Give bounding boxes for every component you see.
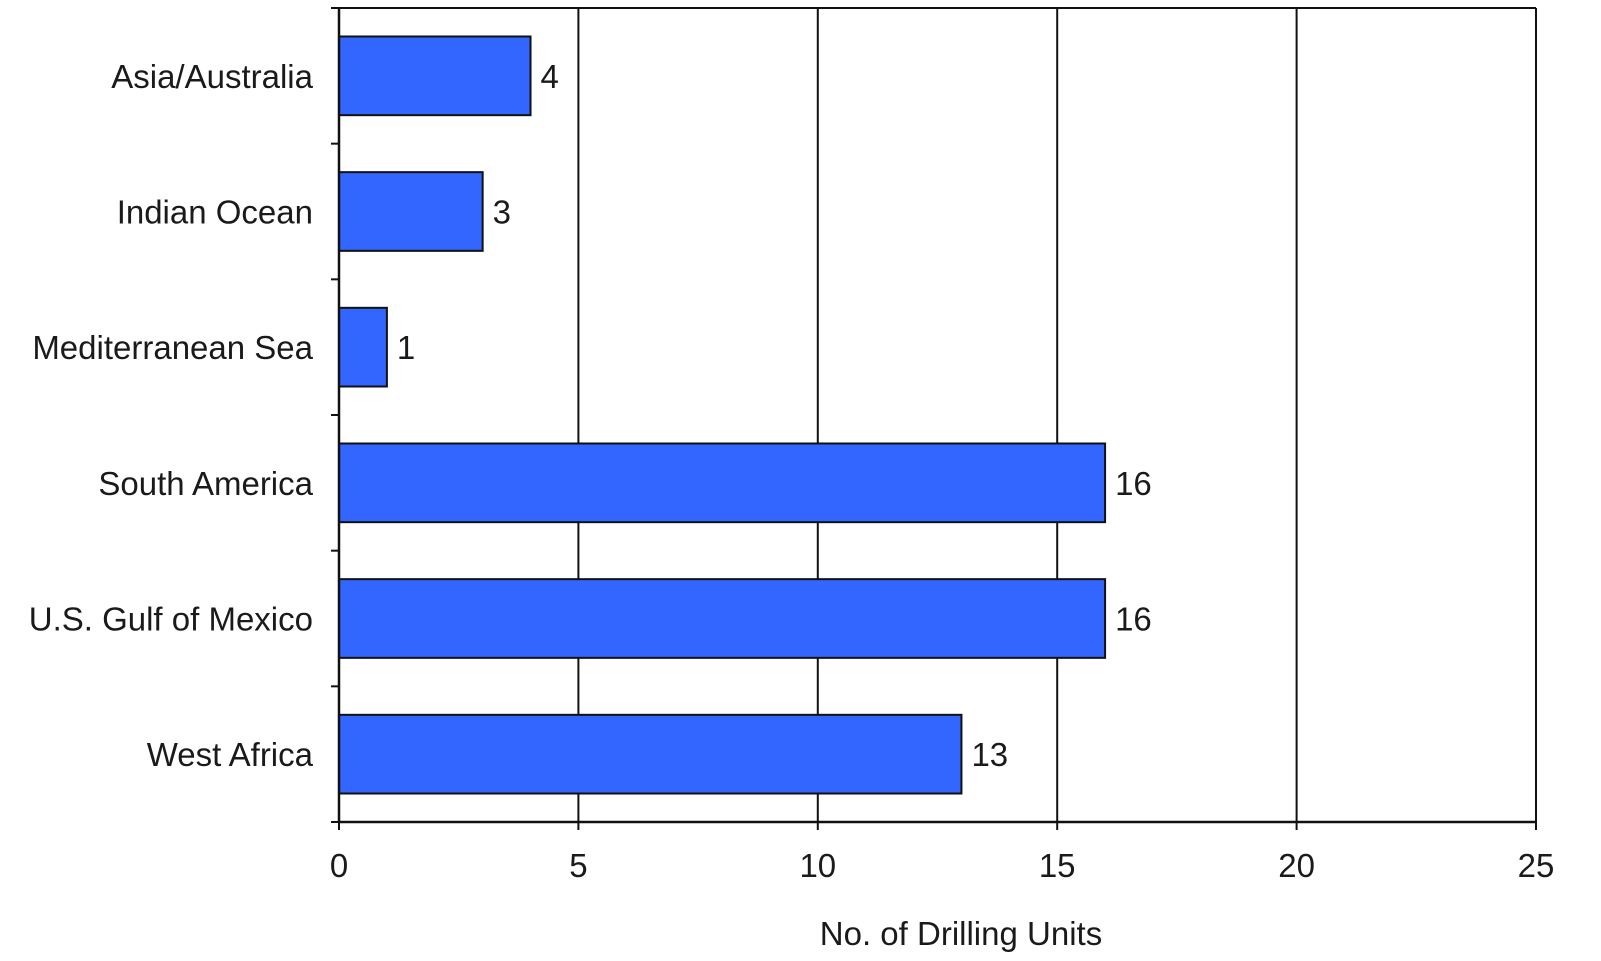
grid-lines <box>339 7 1537 822</box>
data-label: 1 <box>397 329 415 366</box>
category-label: Mediterranean Sea <box>32 329 313 366</box>
bar <box>338 306 388 388</box>
x-tick-label: 5 <box>569 847 587 884</box>
category-label: U.S. Gulf of Mexico <box>29 601 313 638</box>
axes <box>331 7 1537 830</box>
x-tick-label: 15 <box>1039 847 1076 884</box>
x-tick-label: 25 <box>1518 847 1555 884</box>
data-label: 16 <box>1115 465 1152 502</box>
x-tick-label: 20 <box>1278 847 1315 884</box>
labels: 0 5 10 15 20 25 4 Asia/Australia 3 Indian Ocean 1 M… <box>29 58 1555 884</box>
category-label: Asia/Australia <box>111 58 313 95</box>
bar <box>338 171 484 252</box>
x-axis-title: No. of Drilling Units <box>820 915 1102 952</box>
category-label: West Africa <box>147 736 314 773</box>
x-tick-label: 10 <box>799 847 836 884</box>
bar <box>338 578 1107 659</box>
data-label: 13 <box>971 736 1008 773</box>
x-tick-label: 0 <box>330 847 348 884</box>
bars <box>338 35 1107 795</box>
bar <box>338 713 963 795</box>
data-label: 4 <box>541 58 559 95</box>
category-label: Indian Ocean <box>117 194 313 231</box>
bar <box>338 35 532 117</box>
bar <box>338 442 1107 524</box>
data-label: 3 <box>493 194 511 231</box>
data-label: 16 <box>1115 601 1152 638</box>
category-label: South America <box>98 465 313 502</box>
